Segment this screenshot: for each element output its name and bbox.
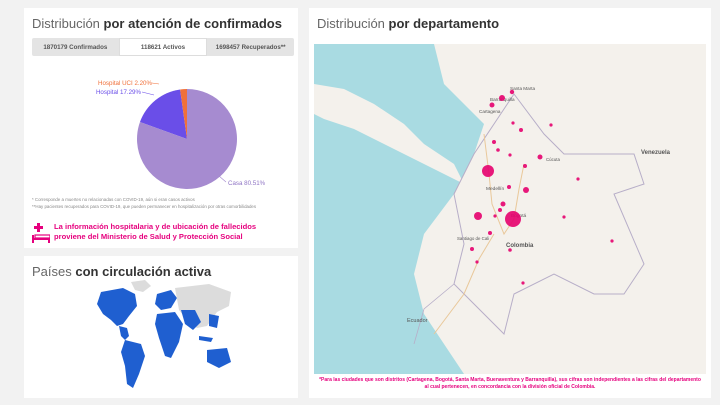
africa-shape — [155, 312, 183, 358]
europe-shape — [155, 290, 177, 310]
bubble-dept[interactable] — [523, 164, 527, 168]
bubble-dept[interactable] — [475, 260, 479, 264]
bubble-dept[interactable] — [500, 201, 506, 207]
bubble-dept[interactable] — [523, 187, 529, 193]
confirmados-title: Distribución por atención de confirmados — [32, 16, 282, 31]
hospital-bed-icon — [32, 223, 50, 243]
paises-title-prefix: Países — [32, 264, 72, 279]
pie-label-casa: Casa 80.51% — [228, 180, 266, 187]
map-label-cucuta: Cúcuta — [546, 157, 560, 162]
departamento-title-prefix: Distribución — [317, 16, 385, 31]
greenland-shape — [131, 280, 151, 292]
bubble-dept[interactable] — [498, 208, 502, 212]
central-america-land — [314, 84, 464, 184]
confirmados-title-prefix: Distribución — [32, 16, 100, 31]
pie-slice-hospital-uci[interactable] — [180, 89, 187, 139]
tab-activos[interactable]: 118621 Activos — [118, 38, 208, 56]
south-america-shape — [121, 340, 145, 388]
south-america-land — [414, 44, 706, 374]
bubble-dept[interactable] — [507, 185, 511, 189]
pie-slice-casa[interactable] — [137, 89, 237, 189]
road-line-2 — [433, 233, 495, 335]
note-muertes: * Corresponde a muertes no relacionadas … — [32, 197, 195, 202]
info-banner: La información hospitalaria y de ubicaci… — [32, 222, 294, 244]
south-asia-shape — [181, 310, 201, 330]
bubble-dept[interactable] — [610, 239, 614, 243]
bubble-dept[interactable] — [511, 121, 515, 125]
departamento-title: Distribución por departamento — [317, 16, 499, 31]
uci-leader-line — [151, 82, 160, 85]
central-america-shape — [119, 326, 129, 340]
bubble-dept[interactable] — [488, 231, 492, 235]
pie-label-hospital: Hospital 17.29% — [96, 89, 142, 96]
tab-confirmados[interactable]: 1870179 Confirmados — [43, 43, 108, 51]
bubble-dept[interactable] — [496, 148, 500, 152]
colombia-map-svg: Barranquilla Cartagena Santa Marta Venez… — [314, 44, 706, 374]
bubble-dept[interactable] — [508, 153, 512, 157]
bubble-cali[interactable] — [474, 212, 482, 220]
tab-recuperados[interactable]: 1698457 Recuperados** — [215, 43, 286, 51]
info-line-1: La información hospitalaria y de ubicaci… — [54, 222, 257, 231]
australia-shape — [207, 348, 231, 368]
bubble-dept[interactable] — [549, 123, 553, 127]
pie-chart: Hospital UCI 2.20% Hospital 17.29% Casa … — [96, 80, 266, 189]
map-label-cartagena: Cartagena — [479, 109, 501, 114]
casa-leader-line — [218, 175, 227, 183]
bubble-dept[interactable] — [508, 248, 512, 252]
departamento-title-bold: por departamento — [388, 16, 500, 31]
bubble-dept[interactable] — [521, 281, 525, 285]
world-map — [97, 280, 231, 388]
confirmados-tabs: 1870179 Confirmados 118621 Activos 16984… — [32, 38, 294, 56]
indonesia-shape — [199, 336, 213, 342]
info-line-2: proviene del Ministerio de Salud y Prote… — [54, 232, 243, 241]
map-label-colombia: Colombia — [506, 243, 534, 249]
asia-shape — [175, 284, 231, 328]
map-label-cali: Santiago de Cali — [457, 236, 489, 241]
north-america-shape — [97, 288, 137, 326]
paises-title: Países con circulación activa — [32, 264, 211, 279]
map-label-santa-marta: Santa Marta — [510, 86, 535, 91]
note-recuperados: **Hay pacientes recuperados para COVID-1… — [32, 204, 257, 209]
east-asia-shape — [209, 314, 219, 328]
map-label-medellin: Medellín — [486, 186, 504, 192]
bubble-dept[interactable] — [493, 214, 497, 218]
info-text: La información hospitalaria y de ubicaci… — [54, 222, 256, 242]
paises-panel: Países con circulación activa — [24, 256, 298, 398]
bubble-dept[interactable] — [576, 177, 580, 181]
map-label-ecuador: Ecuador — [407, 318, 428, 324]
pie-label-uci: Hospital UCI 2.20% — [98, 80, 152, 87]
hospital-leader-line — [141, 91, 155, 96]
bubble-cartagena[interactable] — [489, 102, 495, 108]
confirmados-panel: Distribución por atención de confirmados… — [24, 8, 298, 248]
ecuador-border — [413, 283, 455, 345]
confirmados-title-bold: por atención de confirmados — [103, 16, 282, 31]
bubble-dept[interactable] — [470, 247, 474, 251]
bubble-cucuta[interactable] — [537, 154, 543, 160]
colombia-border — [453, 93, 645, 335]
bubble-dept[interactable] — [519, 128, 523, 132]
case-bubbles — [470, 89, 614, 285]
pie-slice-hospital[interactable] — [139, 89, 187, 139]
bubble-dept[interactable] — [492, 140, 496, 144]
bubble-bogota[interactable] — [505, 211, 521, 227]
bubble-barranquilla[interactable] — [499, 95, 505, 101]
colombia-map[interactable]: Barranquilla Cartagena Santa Marta Venez… — [314, 44, 706, 374]
bubble-medellin[interactable] — [482, 165, 494, 177]
departamento-panel: Distribución por departamento Barranquil… — [309, 8, 711, 398]
districts-footnote: *Para las ciudades que son distritos (Ca… — [319, 377, 701, 390]
paises-title-bold: con circulación activa — [75, 264, 212, 279]
bubble-santa-marta[interactable] — [509, 89, 515, 95]
bubble-dept[interactable] — [562, 215, 566, 219]
map-label-venezuela: Venezuela — [641, 150, 671, 156]
